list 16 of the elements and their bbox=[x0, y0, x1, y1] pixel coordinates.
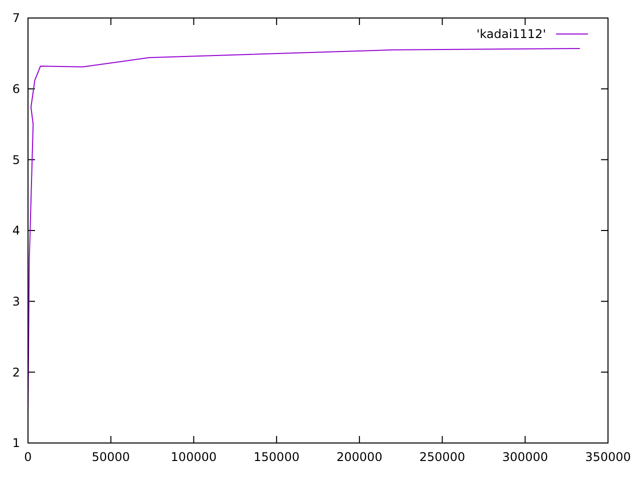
y-tick-label: 5 bbox=[12, 152, 20, 167]
y-tick-label: 2 bbox=[12, 365, 20, 380]
legend-label: 'kadai1112' bbox=[476, 27, 546, 42]
x-tick-label: 250000 bbox=[419, 450, 466, 464]
y-tick-label: 4 bbox=[12, 224, 20, 238]
x-tick-label: 200000 bbox=[336, 450, 382, 464]
y-tick-label: 1 bbox=[12, 436, 20, 450]
x-tick-label: 0 bbox=[24, 450, 32, 464]
x-tick-label: 300000 bbox=[502, 450, 548, 464]
y-tick-label: 7 bbox=[12, 11, 20, 26]
y-tick-label: 3 bbox=[12, 294, 20, 309]
x-tick-label: 50000 bbox=[92, 450, 130, 464]
x-tick-label: 150000 bbox=[254, 450, 300, 464]
y-tick-label: 6 bbox=[12, 82, 20, 96]
x-tick-label: 350000 bbox=[585, 450, 631, 464]
x-tick-label: 100000 bbox=[170, 450, 217, 464]
